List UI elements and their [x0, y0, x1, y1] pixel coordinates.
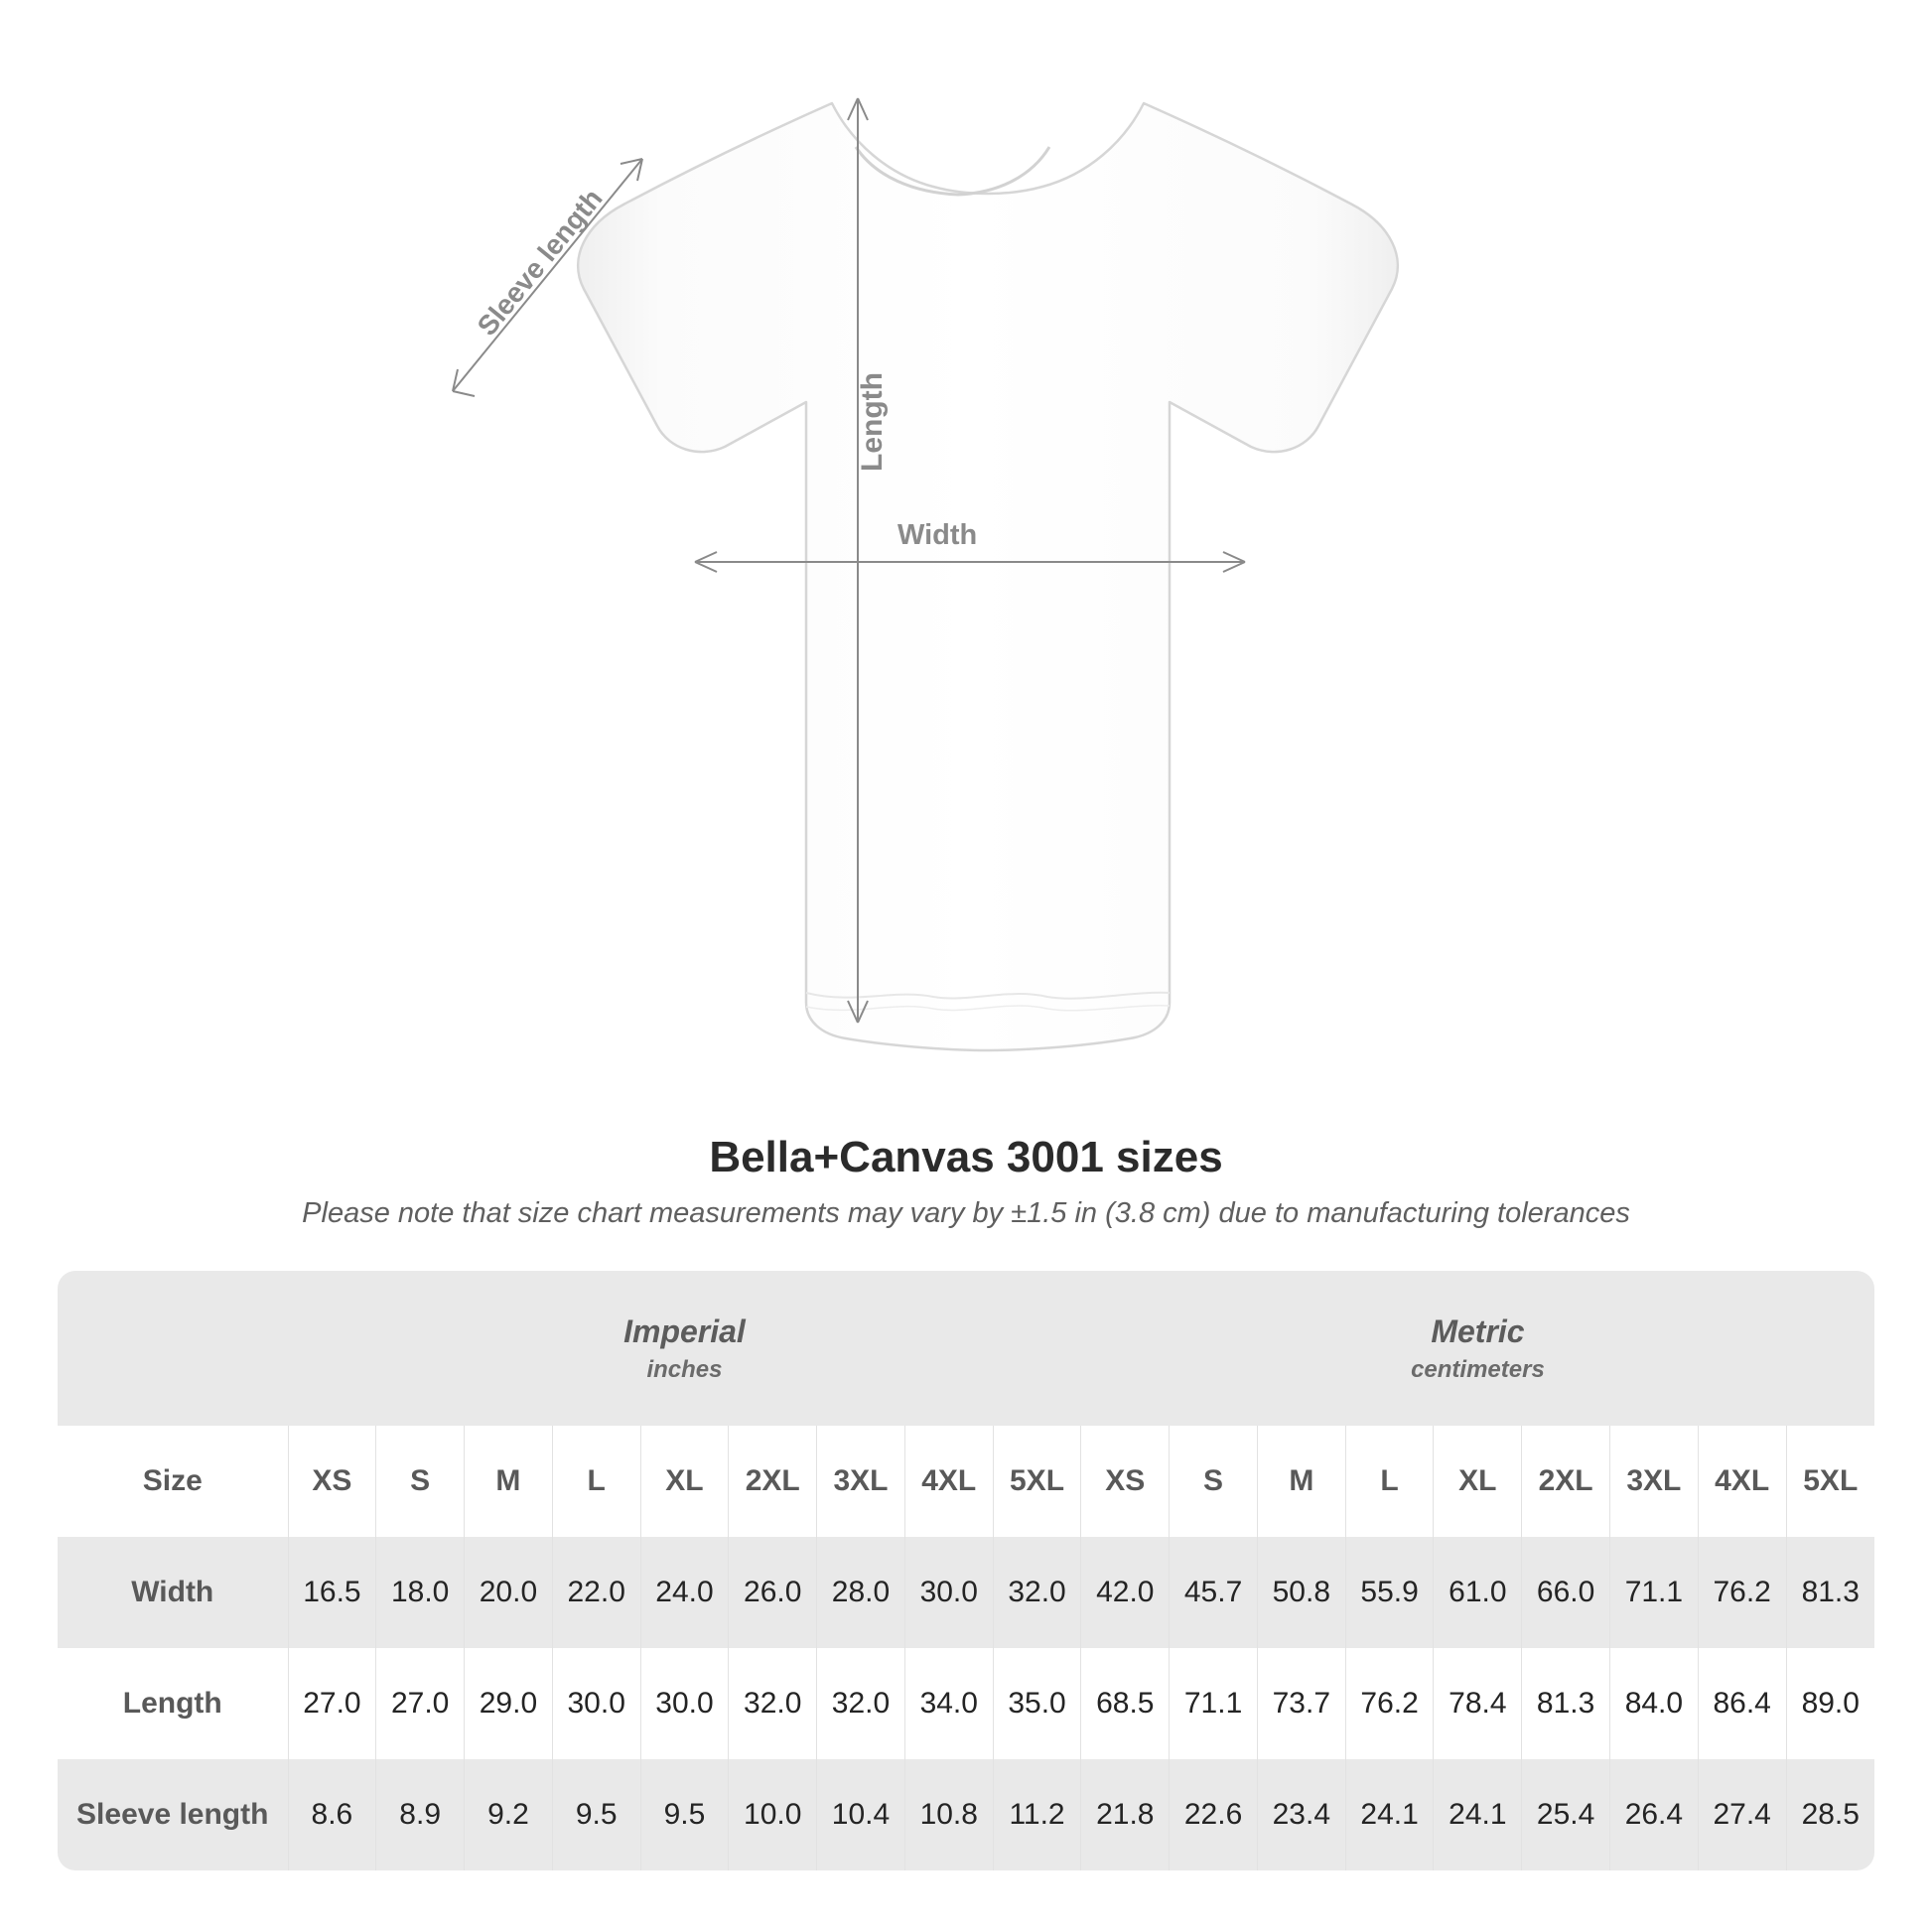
- svg-text:Length: Length: [856, 372, 889, 472]
- svg-text:Width: Width: [897, 519, 977, 551]
